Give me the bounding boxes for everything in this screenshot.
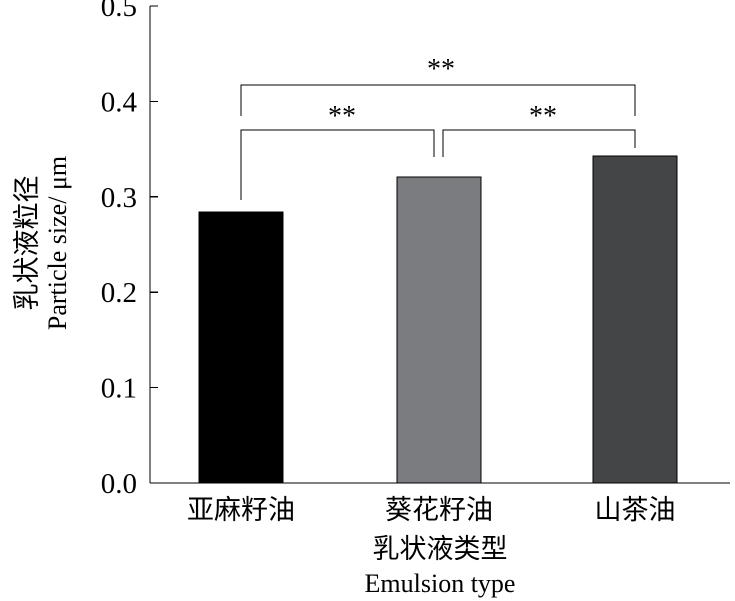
y-tick-label: 0.3: [101, 182, 137, 214]
x-axis-title-en: Emulsion type: [365, 569, 516, 598]
significance-label-3: **: [427, 54, 455, 85]
significance-bracket-2: [442, 129, 636, 157]
y-axis-title-cn: 乳状液粒径: [12, 176, 43, 311]
x-tick-label-3: 山茶油: [595, 495, 676, 526]
bar-1: [198, 211, 284, 484]
bars-layer: [198, 155, 678, 484]
y-tick-label: 0.4: [101, 86, 138, 118]
x-tick-label-1: 亚麻籽油: [187, 495, 295, 526]
bar-3: [592, 155, 678, 484]
x-category-labels: 亚麻籽油 葵花籽油 山茶油: [187, 495, 676, 526]
y-tick-label: 0.2: [101, 277, 137, 309]
bar-2: [396, 176, 482, 484]
y-tick-label: 0.1: [101, 373, 137, 405]
significance-brackets: ** ** **: [240, 54, 636, 200]
y-axis-title-en: Particle size/ μm: [43, 156, 72, 330]
axes-layer: [149, 6, 730, 484]
significance-bracket-1: [240, 129, 435, 200]
y-tick-label: 0.0: [101, 468, 137, 500]
x-axis-title-cn: 乳状液类型: [373, 534, 508, 565]
y-tick-label: 0.5: [101, 0, 137, 23]
significance-label-1: **: [328, 101, 356, 132]
significance-bracket-3: [240, 84, 636, 116]
x-tick-label-2: 葵花籽油: [385, 495, 493, 526]
significance-label-2: **: [529, 101, 557, 132]
y-ticks-layer: 0.0 0.1 0.2 0.3 0.4 0.5: [101, 0, 158, 500]
